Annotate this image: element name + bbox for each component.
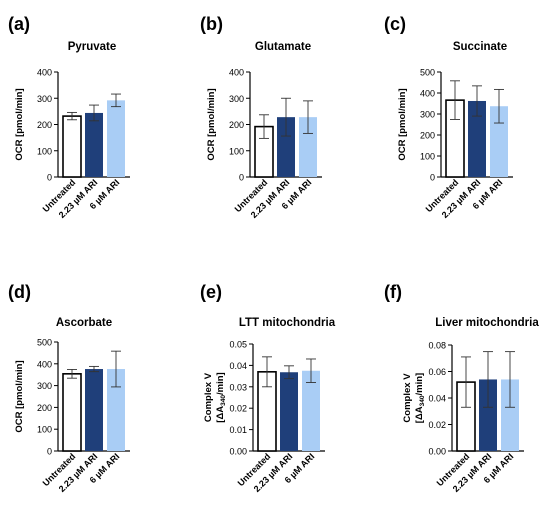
bar bbox=[62, 115, 82, 178]
y-tick-label: 400 bbox=[420, 89, 435, 99]
panel-label: (c) bbox=[384, 14, 406, 34]
bar bbox=[85, 369, 103, 451]
y-tick-label: 0.00 bbox=[428, 447, 446, 457]
bar bbox=[302, 370, 320, 451]
bar bbox=[107, 369, 125, 451]
bar bbox=[468, 100, 486, 177]
y-axis-label: Complex V bbox=[203, 372, 214, 422]
panel-label: (a) bbox=[8, 14, 30, 34]
y-tick-label: 0.02 bbox=[229, 404, 247, 414]
bar bbox=[107, 100, 125, 177]
panel-label: (d) bbox=[8, 282, 31, 302]
chart-title: Glutamate bbox=[255, 41, 311, 53]
y-tick-label: 300 bbox=[37, 381, 52, 391]
bar bbox=[490, 106, 508, 177]
y-tick-label: 200 bbox=[37, 120, 52, 130]
panel-label: (e) bbox=[200, 282, 222, 302]
bar bbox=[501, 379, 519, 451]
y-tick-label: 0 bbox=[239, 173, 244, 183]
y-tick-label: 100 bbox=[37, 146, 52, 156]
bar bbox=[85, 112, 103, 177]
y-tick-label: 0.03 bbox=[229, 382, 247, 392]
y-tick-label: 100 bbox=[37, 425, 52, 435]
y-tick-label: 500 bbox=[37, 338, 52, 348]
y-tick-label: 0.06 bbox=[428, 367, 446, 377]
chart-title: LTT mitochondria bbox=[239, 317, 336, 329]
y-tick-label: 100 bbox=[420, 152, 435, 162]
y-tick-label: 200 bbox=[229, 120, 244, 130]
y-tick-label: 0.01 bbox=[229, 425, 247, 435]
y-tick-label: 500 bbox=[420, 68, 435, 78]
chart-title: Succinate bbox=[453, 41, 507, 53]
bar bbox=[299, 117, 317, 177]
y-axis-label: OCR [pmol/min] bbox=[14, 360, 25, 432]
y-tick-label: 200 bbox=[37, 403, 52, 413]
y-tick-label: 300 bbox=[229, 94, 244, 104]
chart-title: Pyruvate bbox=[68, 41, 117, 53]
bar bbox=[479, 379, 497, 451]
y-axis-label: OCR [pmol/min] bbox=[14, 88, 25, 160]
panel-label: (f) bbox=[384, 282, 402, 302]
y-axis-label: OCR [pmol/min] bbox=[397, 88, 408, 160]
bar bbox=[62, 373, 82, 452]
y-tick-label: 300 bbox=[37, 94, 52, 104]
y-tick-label: 0.04 bbox=[428, 394, 446, 404]
y-tick-label: 0.04 bbox=[229, 361, 247, 371]
chart-title: Liver mitochondria bbox=[435, 317, 539, 329]
y-tick-label: 400 bbox=[37, 359, 52, 369]
panel-label: (b) bbox=[200, 14, 223, 34]
y-axis-label-unit: [ΔA340/min] bbox=[414, 373, 426, 423]
chart-title: Ascorbate bbox=[56, 317, 112, 329]
y-axis-label: Complex V bbox=[402, 373, 413, 423]
y-tick-label: 200 bbox=[420, 131, 435, 141]
y-axis-label-unit: [ΔA340/min] bbox=[215, 372, 227, 422]
y-tick-label: 0.00 bbox=[229, 447, 247, 457]
y-tick-label: 0.02 bbox=[428, 420, 446, 430]
y-axis-label: OCR [pmol/min] bbox=[206, 88, 217, 160]
y-tick-label: 0 bbox=[47, 173, 52, 183]
y-tick-label: 300 bbox=[420, 110, 435, 120]
y-tick-label: 100 bbox=[229, 146, 244, 156]
y-tick-label: 400 bbox=[229, 68, 244, 78]
bar bbox=[277, 117, 295, 177]
y-tick-label: 0 bbox=[430, 173, 435, 183]
y-tick-label: 0 bbox=[47, 447, 52, 457]
bar bbox=[280, 372, 298, 451]
y-tick-label: 400 bbox=[37, 68, 52, 78]
y-tick-label: 0.05 bbox=[229, 340, 247, 350]
y-tick-label: 0.08 bbox=[428, 341, 446, 351]
